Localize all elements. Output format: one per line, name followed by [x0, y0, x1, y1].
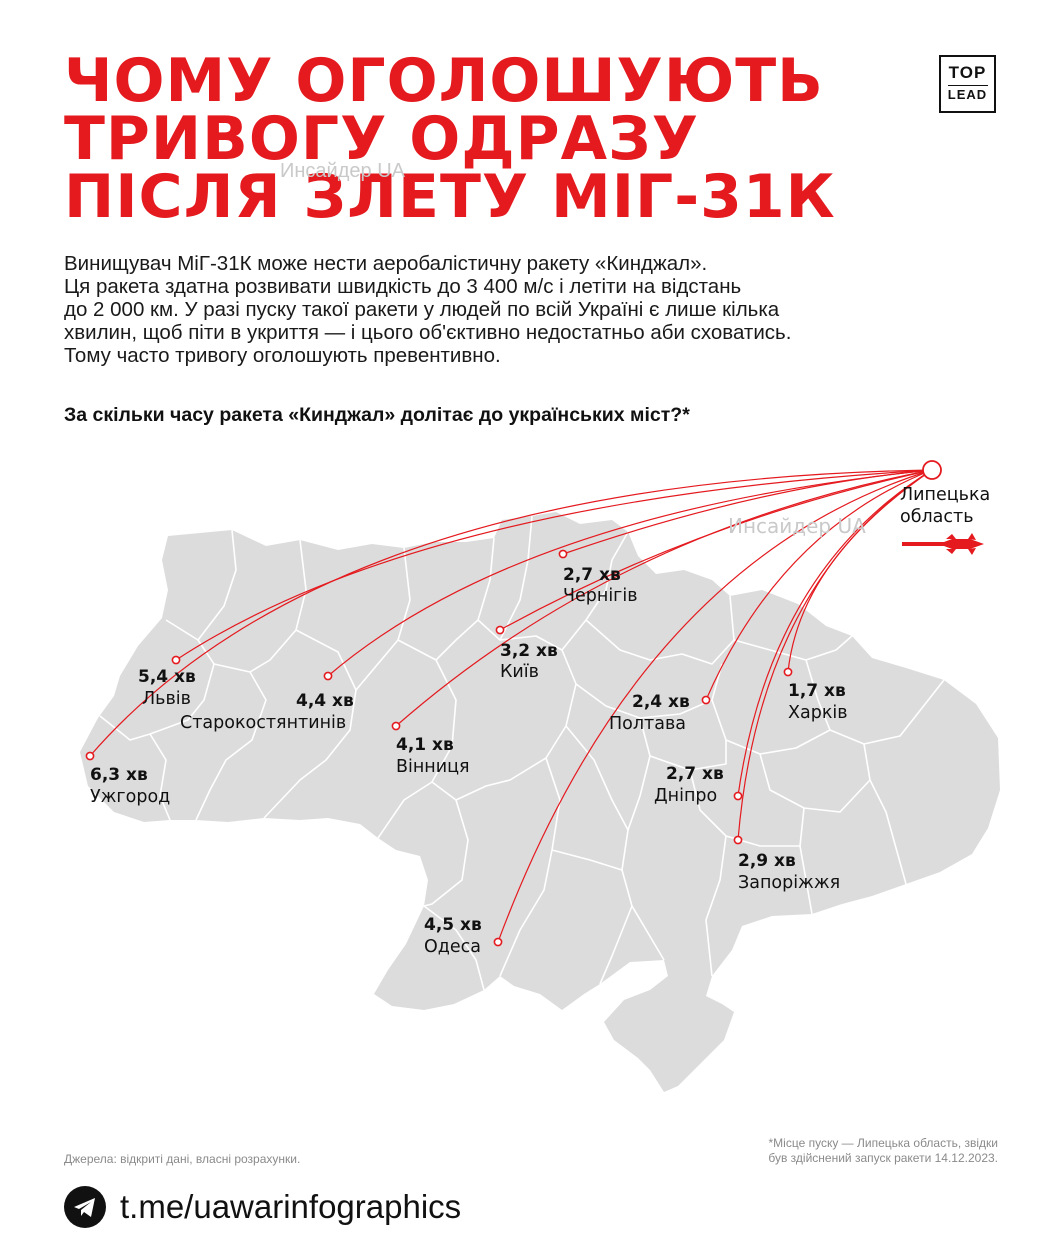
city-dot	[701, 695, 711, 705]
trajectory-line	[327, 469, 933, 677]
launch-footnote: *Місце пуску — Липецька область, звідки …	[768, 1136, 998, 1166]
flight-time-label: 1,7 хв	[788, 681, 846, 701]
flight-time-label: 4,4 хв	[296, 691, 354, 711]
trajectory-line	[737, 469, 933, 797]
trajectory-line	[562, 469, 933, 555]
title-line: ТРИВОГУ ОДРАЗУ	[64, 104, 699, 174]
city-dot	[495, 625, 505, 635]
city-name-label: Дніпро	[654, 786, 717, 806]
trajectory-line	[175, 469, 933, 661]
origin-label: область	[900, 507, 974, 527]
logo-bottom: LEAD	[947, 87, 988, 102]
logo-divider	[947, 85, 988, 86]
missile-icon	[902, 533, 984, 555]
city-name-label: Запоріжжя	[738, 873, 840, 893]
flight-time-label: 5,4 хв	[138, 667, 196, 687]
city-name-label: Одеса	[424, 937, 481, 957]
city-name-label: Вінниця	[396, 757, 470, 777]
city-dot	[493, 937, 503, 947]
trajectory-line	[705, 469, 933, 701]
city-name-label: Ужгород	[90, 787, 170, 807]
city-name-label: Харків	[788, 703, 848, 723]
city-dot	[783, 667, 793, 677]
city-name-label: Київ	[500, 662, 539, 682]
city-dot	[171, 655, 181, 665]
section-question: За скільки часу ракета «Кинджал» долітає…	[64, 404, 690, 426]
city-dot	[391, 721, 401, 731]
telegram-icon[interactable]	[64, 1186, 106, 1228]
flight-time-label: 3,2 хв	[500, 641, 558, 661]
title-line: ПІСЛЯ ЗЛЕТУ МІГ-31К	[64, 162, 836, 232]
intro-line: Винищувач МіГ-31К може нести аеробалісти…	[64, 252, 708, 275]
city-dot	[733, 835, 743, 845]
flight-time-label: 2,7 хв	[563, 565, 621, 585]
title-line: ЧОМУ ОГОЛОШУЮТЬ	[64, 46, 824, 116]
footnote-line: *Місце пуску — Липецька область, звідки	[768, 1136, 999, 1150]
flight-time-label: 2,9 хв	[738, 851, 796, 871]
intro-text: Винищувач МіГ-31К може нести аеробалісти…	[64, 252, 1004, 367]
trajectory-line	[499, 469, 933, 631]
flight-time-label: 4,5 хв	[424, 915, 482, 935]
missile-trajectories	[89, 469, 933, 943]
city-name-label: Львів	[142, 689, 191, 709]
flight-time-label: 6,3 хв	[90, 765, 148, 785]
intro-line: до 2 000 км. У разі пуску такої ракети у…	[64, 298, 780, 321]
flight-time-label: 2,7 хв	[666, 764, 724, 784]
telegram-glyph	[74, 1198, 95, 1217]
trajectory-line	[497, 469, 933, 943]
launch-origin-marker	[922, 460, 942, 480]
ukraine-shape	[80, 512, 1000, 1092]
trajectory-line	[395, 469, 933, 727]
sources-note: Джерела: відкриті дані, власні розрахунк…	[64, 1152, 301, 1166]
city-name-label: Старокостянтинів	[180, 713, 346, 733]
city-dot	[558, 549, 568, 559]
intro-line: Тому часто тривогу оголошують превентивн…	[64, 344, 501, 367]
city-dot	[323, 671, 333, 681]
intro-line: хвилин, щоб піти в укриття — і цього об'…	[64, 321, 792, 344]
logo-top: TOP	[948, 63, 987, 82]
brand-logo: TOP LEAD	[939, 55, 996, 113]
city-dot	[85, 751, 95, 761]
flight-time-label: 4,1 хв	[396, 735, 454, 755]
channel-link[interactable]: t.me/uawarinfographics	[120, 1188, 462, 1225]
oblast-borders	[99, 515, 945, 991]
city-name-label: Чернігів	[563, 586, 638, 606]
page-title: ЧОМУ ОГОЛОШУЮТЬ ТРИВОГУ ОДРАЗУ ПІСЛЯ ЗЛЕ…	[64, 46, 836, 232]
city-dot	[733, 791, 743, 801]
trajectory-line	[737, 469, 933, 841]
origin-label: Липецька	[900, 485, 990, 505]
watermark: Инсайдер UA	[728, 514, 866, 538]
footnote-line: був здійснений запуск ракети 14.12.2023.	[768, 1151, 998, 1165]
ukraine-map: Липецька область Инсайдер UA 5,4 хвЛьвів…	[80, 460, 1000, 1092]
flight-time-label: 2,4 хв	[632, 692, 690, 712]
trajectory-line	[89, 469, 933, 757]
intro-line: Ця ракета здатна розвивати швидкість до …	[64, 275, 742, 298]
city-name-label: Полтава	[609, 714, 686, 734]
watermark: Инсайдер UA	[280, 160, 405, 182]
